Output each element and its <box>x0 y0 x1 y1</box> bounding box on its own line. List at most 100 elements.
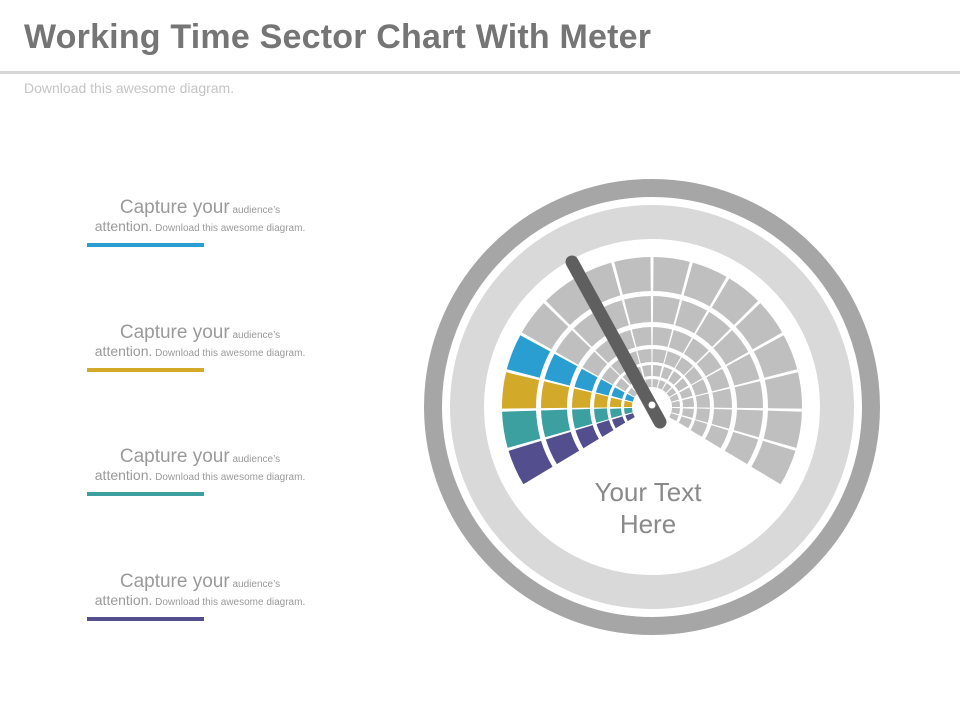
meter-segment-ray2-ring1 <box>624 407 633 415</box>
caption-3-lead2: attention. <box>94 467 153 483</box>
meter-segment-ray4-ring2 <box>611 387 625 399</box>
caption-2-underline <box>87 368 204 372</box>
meter-segment-ray16-ring5 <box>724 431 759 465</box>
meter-segment-ray3-ring5 <box>541 381 570 409</box>
meter-segment-ray8-ring3 <box>637 349 652 364</box>
meter-segment-ray14-ring1 <box>671 400 680 407</box>
meter-inner-ring <box>450 205 854 609</box>
meter-segment-ray13-ring6 <box>753 335 798 378</box>
meter-segment-ray14-ring4 <box>712 388 733 408</box>
page-title: Working Time Sector Chart With Meter <box>24 18 652 56</box>
meter-segment-ray1-ring2 <box>611 416 626 429</box>
meter-segment-ray14-ring3 <box>695 393 710 408</box>
meter-segment-ray3-ring1 <box>624 400 633 407</box>
meter-segment-ray2-ring6 <box>502 410 541 448</box>
meter-segment-ray11-ring5 <box>695 311 731 347</box>
meter-segment-ray15-ring6 <box>763 410 802 448</box>
meter-segment-ray14-ring5 <box>734 381 763 409</box>
meter-segment-ray16-ring1 <box>669 413 679 422</box>
meter-segment-ray1-ring1 <box>625 413 635 422</box>
meter-segment-ray8-ring4 <box>631 327 652 348</box>
meter-segment-ray2-ring4 <box>572 408 593 429</box>
meter-segment-ray10-ring6 <box>683 262 727 307</box>
meter-segment-ray12-ring5 <box>713 330 749 365</box>
caption-4-tail2: Download this awesome diagram. <box>152 597 306 608</box>
meter-segment-ray4-ring6 <box>506 335 551 378</box>
meter-segment-ray9-ring2 <box>652 365 663 377</box>
meter-segment-ray15-ring5 <box>733 409 763 438</box>
meter-segment-ray8-ring6 <box>614 257 651 295</box>
meter-segment-ray14-ring2 <box>682 397 694 407</box>
meter-segment-ray2-ring3 <box>594 408 609 423</box>
meter-segment-ray10-ring3 <box>664 351 681 368</box>
meter-segment-ray3-ring2 <box>610 397 622 407</box>
caption-2-tail: audience’s <box>229 330 281 341</box>
meter-segment-ray15-ring2 <box>681 408 694 418</box>
meter-segment-ray3-ring3 <box>593 393 609 408</box>
caption-block-1: Capture your audience’s attention. Downl… <box>80 197 320 247</box>
meter-segment-ray11-ring6 <box>711 278 759 325</box>
meter-segment-ray4-ring3 <box>595 379 613 396</box>
meter-segment-ray16-ring2 <box>678 416 693 429</box>
caption-3-tail2: Download this awesome diagram. <box>152 472 306 483</box>
meter-center-label: Your Text Here <box>568 476 728 540</box>
meter-segment-ray13-ring1 <box>669 393 680 402</box>
meter-segment-ray1-ring3 <box>596 420 614 437</box>
meter-segment-ray8-ring5 <box>624 296 652 325</box>
meter-segment-ray5-ring2 <box>615 378 630 392</box>
caption-1-tail: audience’s <box>229 205 281 216</box>
meter-segment-ray16-ring3 <box>690 420 708 437</box>
meter-label-line1: Your Text <box>594 477 702 507</box>
meter-segment-ray4-ring5 <box>544 353 578 386</box>
meter-segment-ray11-ring1 <box>662 383 672 393</box>
meter-segment-ray9-ring1 <box>652 379 659 388</box>
meter-segment-ray2-ring5 <box>541 409 571 438</box>
caption-block-2: Capture your audience’s attention. Downl… <box>80 322 320 372</box>
meter-segment-ray4-ring1 <box>624 393 635 402</box>
caption-1-tail2: Download this awesome diagram. <box>152 223 306 234</box>
caption-4-lead: Capture your <box>119 571 230 592</box>
meter-segment-ray12-ring6 <box>735 303 783 350</box>
meter-segment-ray8-ring2 <box>641 365 652 377</box>
caption-1-lead: Capture your <box>119 197 230 218</box>
meter-segment-ray16-ring6 <box>751 440 796 485</box>
meter-segment-ray13-ring5 <box>726 353 760 386</box>
meter-segment-ray14-ring6 <box>764 372 802 409</box>
meter-segment-ray11-ring3 <box>675 357 694 376</box>
meter-segment-ray16-ring4 <box>705 425 729 449</box>
meter-segment-ray10-ring2 <box>660 366 673 380</box>
caption-block-3: Capture your audience’s attention. Downl… <box>80 447 320 496</box>
meter-segment-ray9-ring4 <box>652 327 673 348</box>
meter-segment-ray9-ring3 <box>652 349 667 364</box>
meter-outer-ring <box>424 179 880 635</box>
meter-needle <box>565 255 667 429</box>
title-divider <box>0 71 960 74</box>
meter-segment-ray5-ring5 <box>555 330 591 365</box>
meter-segment-ray1-ring6 <box>508 440 553 485</box>
meter-segment-ray3-ring4 <box>572 388 592 408</box>
meter-label-line2: Here <box>619 509 677 539</box>
caption-4-underline <box>87 617 204 621</box>
meter-segment-ray13-ring4 <box>706 368 730 392</box>
meter-segment-ray13-ring2 <box>679 387 693 399</box>
page-subtitle: Download this awesome diagram. <box>24 80 235 96</box>
meter-segment-ray1-ring4 <box>575 425 599 449</box>
caption-3-tail: audience’s <box>229 454 281 465</box>
caption-2-lead: Capture your <box>119 322 230 343</box>
caption-4-tail: audience’s <box>229 579 281 590</box>
meter-segment-ray4-ring4 <box>574 368 598 392</box>
meter-segment-ray9-ring6 <box>653 257 690 295</box>
meter-segment-ray13-ring3 <box>691 379 709 396</box>
meter-segment-ray5-ring4 <box>582 351 608 377</box>
meter-segment-ray5-ring6 <box>521 303 569 350</box>
meter-needle-arm <box>565 255 667 429</box>
meter-segment-ray5-ring1 <box>627 387 638 397</box>
caption-1-lead2: attention. <box>94 218 153 234</box>
meter-segment-ray15-ring3 <box>695 408 710 423</box>
meter-segment-ray10-ring4 <box>668 330 692 354</box>
meter-segment-ray2-ring2 <box>610 408 623 418</box>
meter-segment-ray9-ring5 <box>652 296 680 325</box>
caption-4-lead2: attention. <box>94 592 153 608</box>
meter-segment-ray11-ring2 <box>668 371 682 385</box>
